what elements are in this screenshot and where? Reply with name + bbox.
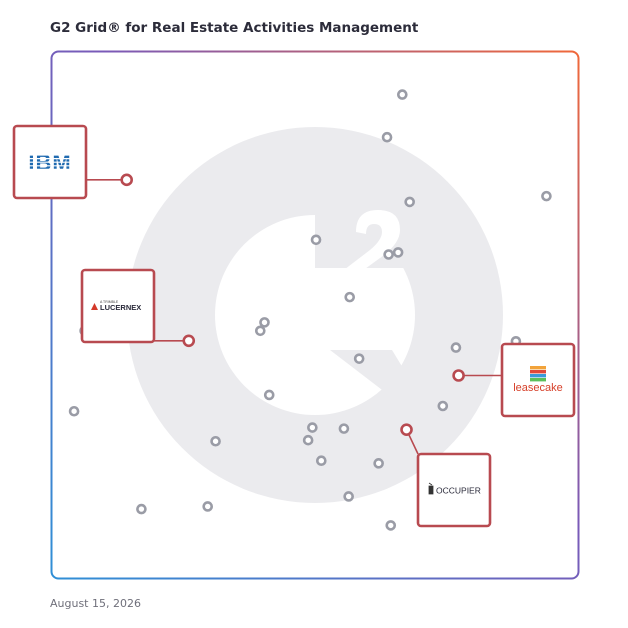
lucernex-logo-text: LUCERNEX bbox=[100, 303, 141, 312]
scatter-point[interactable] bbox=[136, 503, 147, 515]
vendor-logo-box[interactable] bbox=[80, 268, 156, 344]
scatter-point[interactable] bbox=[202, 501, 213, 512]
scatter-point[interactable] bbox=[541, 190, 552, 202]
scatter-point[interactable] bbox=[381, 131, 393, 143]
scatter-point[interactable] bbox=[263, 389, 275, 401]
scatter-point[interactable] bbox=[397, 89, 408, 100]
scatter-point[interactable] bbox=[353, 353, 365, 364]
report-date: August 15, 2026 bbox=[50, 597, 141, 610]
scatter-point[interactable] bbox=[68, 405, 80, 417]
scatter-point[interactable] bbox=[373, 458, 384, 469]
vendor-leasecake[interactable]: leasecake bbox=[452, 342, 576, 418]
grid-frame bbox=[50, 50, 580, 580]
scatter-point[interactable] bbox=[344, 291, 356, 303]
scatter-point[interactable] bbox=[302, 434, 314, 446]
leasecake-logo-layer bbox=[530, 374, 546, 378]
scatter-point[interactable] bbox=[404, 196, 415, 208]
scatter-point[interactable] bbox=[437, 400, 449, 412]
vendor-point[interactable] bbox=[400, 423, 413, 436]
scatter-point[interactable] bbox=[307, 422, 318, 433]
scatter-point[interactable] bbox=[383, 249, 394, 260]
scatter-point[interactable] bbox=[210, 435, 221, 447]
vendor-point[interactable] bbox=[452, 369, 465, 382]
vendor-point[interactable] bbox=[182, 334, 196, 348]
scatter-point[interactable] bbox=[259, 317, 270, 328]
leasecake-logo-layer bbox=[530, 370, 546, 374]
occupier-logo-text: OCCUPIER bbox=[436, 486, 481, 496]
leasecake-logo-text: leasecake bbox=[513, 382, 563, 394]
vendor-occupier[interactable]: OCCUPIER bbox=[400, 423, 492, 528]
vendor-point[interactable] bbox=[120, 173, 133, 187]
vendor-logo-box[interactable] bbox=[416, 452, 492, 528]
scatter-point[interactable] bbox=[310, 234, 322, 246]
scatter-point[interactable] bbox=[343, 491, 354, 502]
vendor-ibm[interactable]: IBM bbox=[12, 124, 133, 200]
scatter-point[interactable] bbox=[316, 455, 327, 467]
lucernex-logo-icon bbox=[91, 303, 98, 310]
chart-title: G2 Grid® for Real Estate Activities Mana… bbox=[50, 20, 419, 36]
lucernex-logo-subtext: A TRIMBLE bbox=[100, 300, 119, 304]
leasecake-logo-layer bbox=[530, 378, 546, 382]
scatter-point[interactable] bbox=[450, 342, 462, 353]
occupier-logo-icon bbox=[428, 482, 434, 495]
scatter-point[interactable] bbox=[385, 520, 397, 531]
scatter-point[interactable] bbox=[392, 247, 404, 258]
scatter-point[interactable] bbox=[338, 423, 350, 434]
leasecake-logo-layer bbox=[530, 366, 546, 370]
scatter-point[interactable] bbox=[254, 325, 266, 337]
